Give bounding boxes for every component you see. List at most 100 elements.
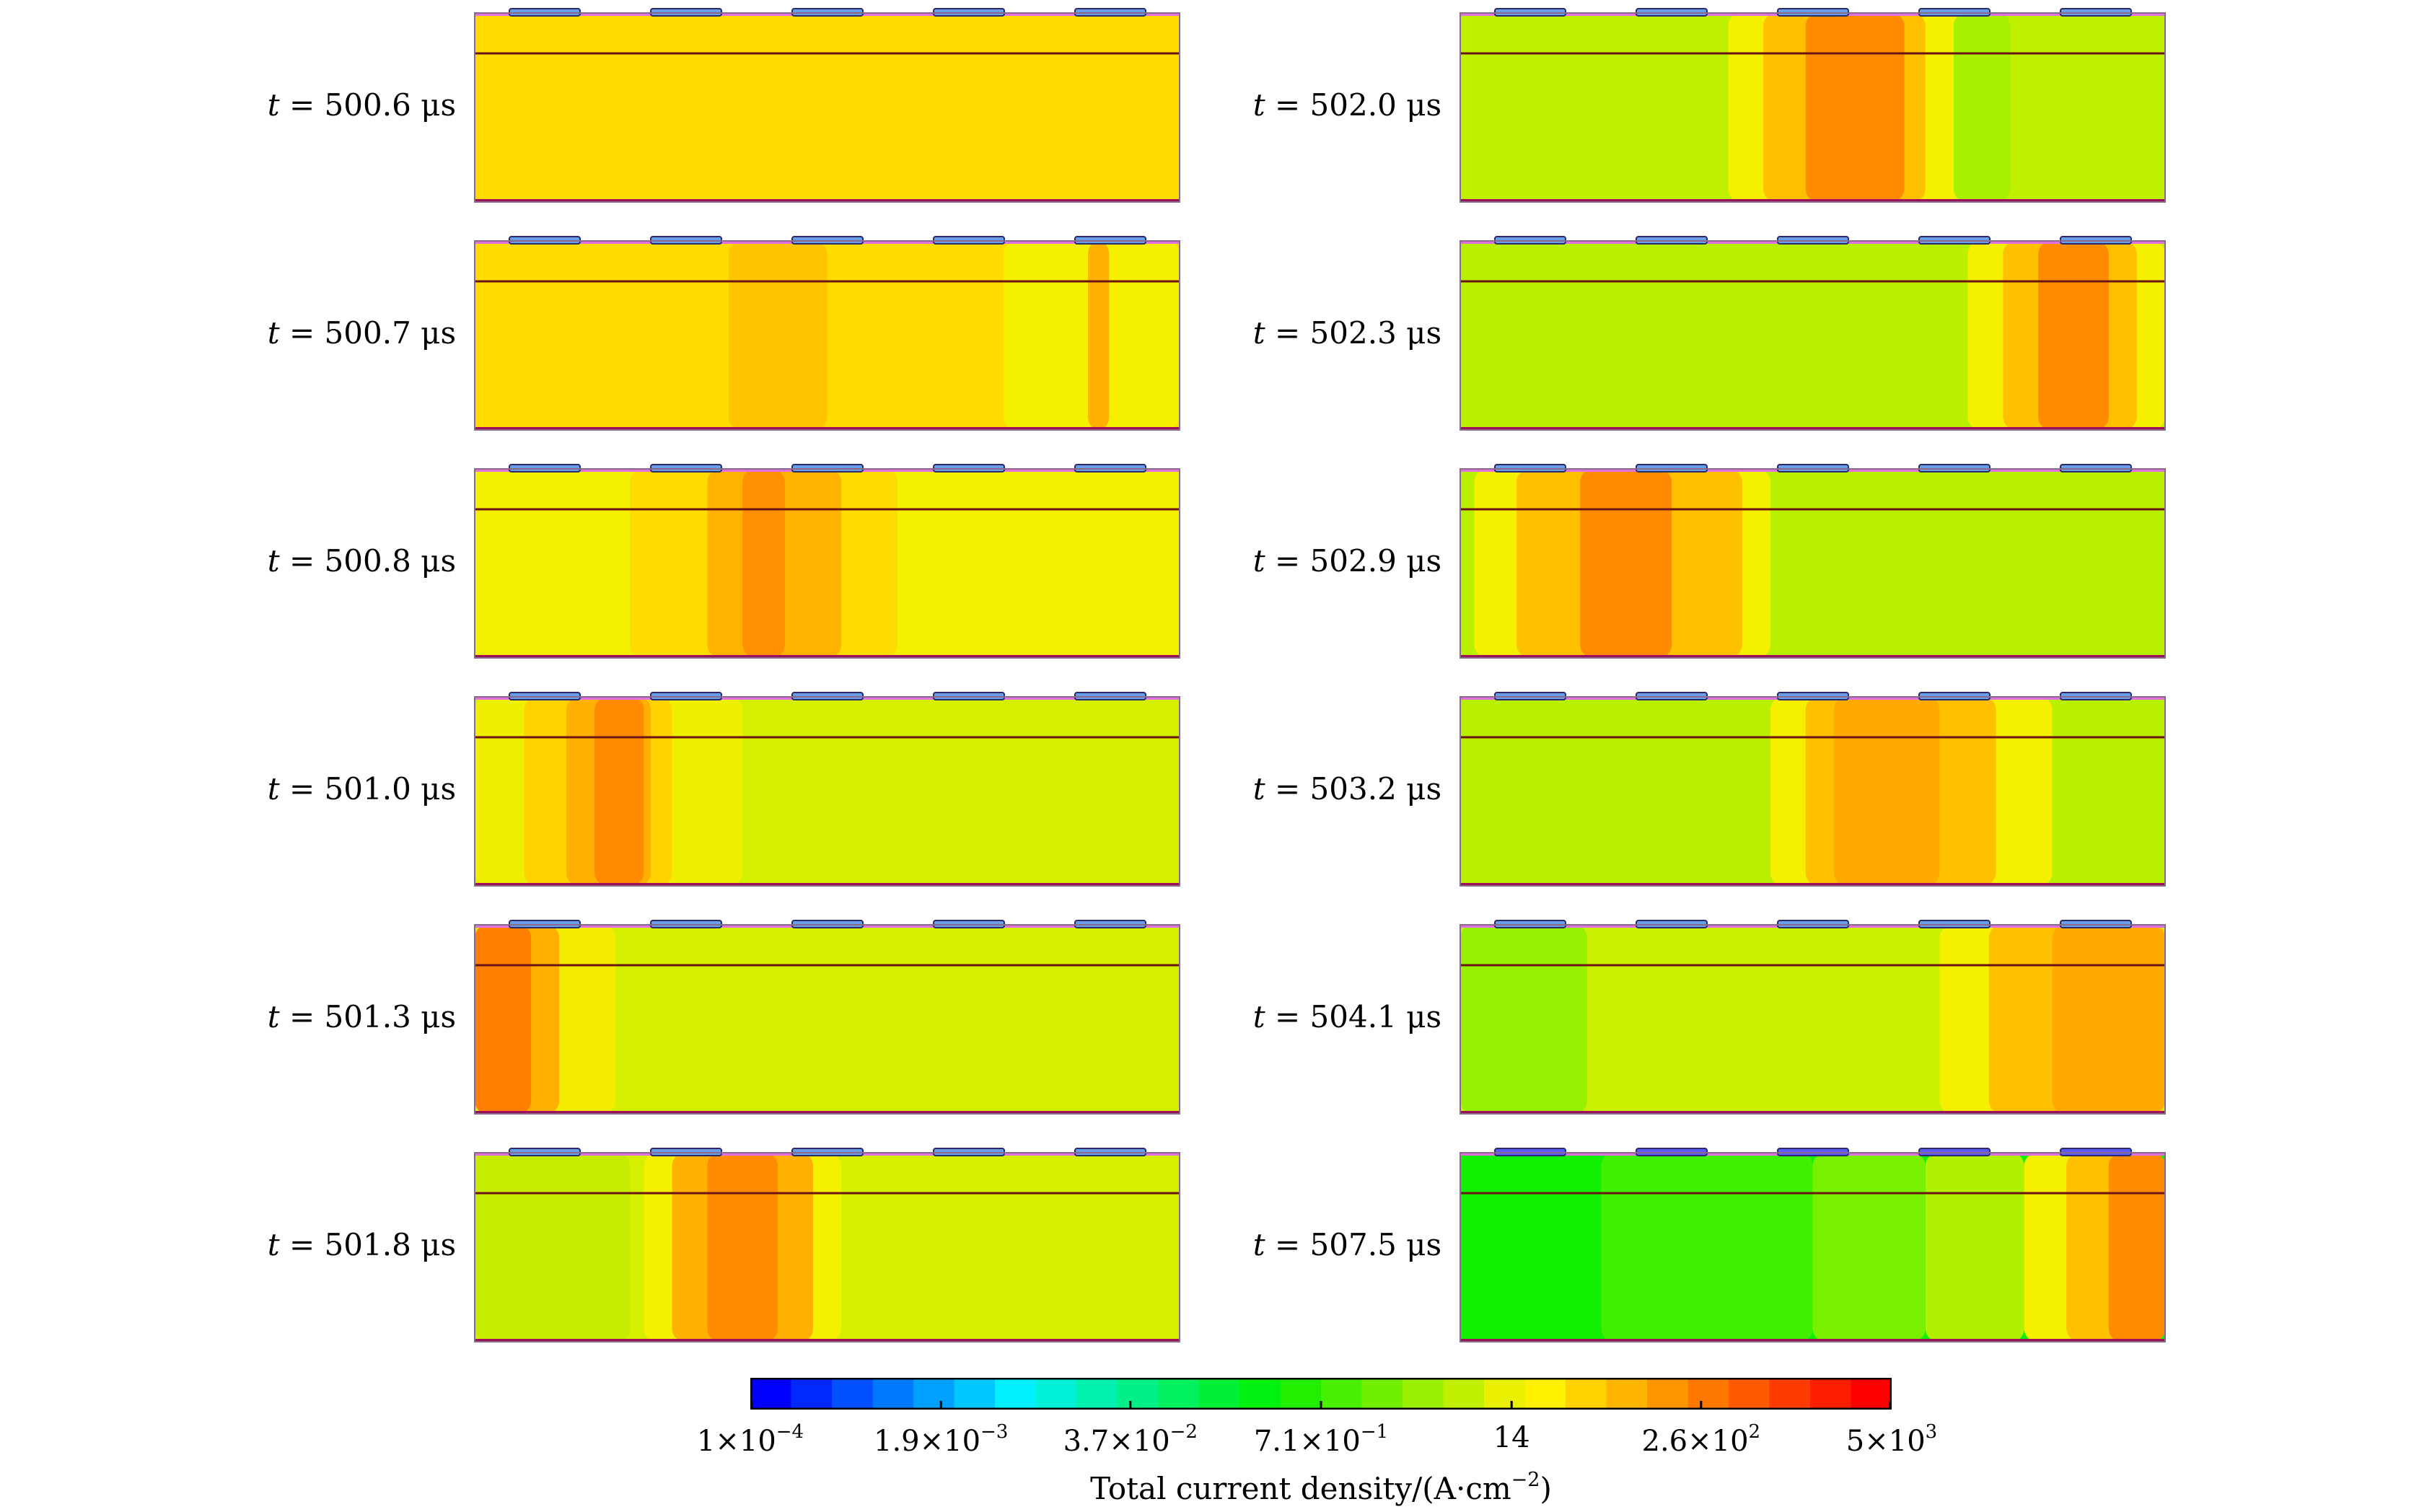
density-band	[742, 469, 785, 658]
panel-frame	[474, 696, 1180, 887]
density-band	[1460, 925, 1587, 1114]
colorbar-tick-label: 7.1×10−1	[1253, 1421, 1389, 1458]
current-density-panel	[1460, 8, 2166, 203]
panel-frame	[1460, 1152, 2166, 1342]
panel-frame	[474, 1152, 1180, 1342]
current-density-panel	[1460, 920, 2166, 1115]
colorbar-step	[1484, 1378, 1526, 1410]
colorbar-step	[832, 1378, 874, 1410]
panel-time-value: 503.2	[1309, 771, 1397, 806]
bottom-contact	[475, 427, 1180, 431]
colorbar-step	[1810, 1378, 1852, 1410]
panel-frame	[474, 12, 1180, 203]
density-band	[1833, 697, 1940, 886]
colorbar-step	[1198, 1378, 1240, 1410]
colorbar-step	[1035, 1378, 1077, 1410]
density-band	[2108, 1153, 2165, 1342]
density-band	[728, 241, 828, 430]
panel-time-value: 501.3	[324, 999, 411, 1034]
bottom-contact	[475, 655, 1180, 659]
panel-frame	[474, 240, 1180, 431]
panel-time-label: t = 502.3 μs	[1252, 315, 1441, 351]
colorbar-step	[1443, 1378, 1485, 1410]
density-band	[475, 925, 532, 1114]
panel-time-value: 502.0	[1309, 87, 1397, 123]
bottom-contact	[475, 883, 1180, 887]
bottom-contact	[1460, 1111, 2165, 1115]
bottom-contact	[1460, 199, 2165, 203]
colorbar-tick-label: 5×103	[1845, 1421, 1938, 1458]
colorbar-step	[1647, 1378, 1689, 1410]
panel-frame	[1460, 240, 2166, 431]
colorbar-step	[1606, 1378, 1648, 1410]
panel-time-label: t = 501.8 μs	[267, 1227, 456, 1262]
panel-time-label: t = 501.3 μs	[267, 999, 456, 1034]
panel-frame	[1460, 12, 2166, 203]
colorbar-title: Total current density/(A·cm−2)	[1090, 1469, 1552, 1506]
colorbar-step	[1687, 1378, 1729, 1410]
colorbar-step	[1729, 1378, 1770, 1410]
density-band	[1812, 1153, 1926, 1342]
panel-background	[475, 13, 1180, 202]
current-density-panel	[1460, 464, 2166, 659]
colorbar-step	[1566, 1378, 1607, 1410]
density-band	[1580, 469, 1672, 658]
current-density-panel	[474, 8, 1180, 203]
panel-time-label: t = 502.9 μs	[1252, 543, 1441, 579]
colorbar-tick-label: 3.7×10−2	[1063, 1421, 1198, 1458]
panel-time-value: 502.9	[1309, 543, 1397, 579]
colorbar-step	[1239, 1378, 1281, 1410]
panel-time-value: 502.3	[1309, 315, 1397, 351]
panel-time-label: t = 500.6 μs	[267, 87, 456, 123]
colorbar-step	[1076, 1378, 1118, 1410]
density-band	[2038, 241, 2109, 430]
current-density-panel	[474, 464, 1180, 659]
panel-time-label: t = 504.1 μs	[1252, 999, 1441, 1034]
colorbar-tick-label: 1×10−4	[696, 1421, 804, 1458]
bottom-contact	[475, 1339, 1180, 1342]
panel-time-value: 501.0	[324, 771, 411, 806]
density-band	[2052, 925, 2165, 1114]
colorbar-step	[750, 1378, 792, 1410]
panel-time-value: 500.6	[324, 87, 411, 123]
colorbar-step	[1524, 1378, 1566, 1410]
colorbar-step	[1851, 1378, 1892, 1410]
panel-time-value: 500.7	[324, 315, 411, 351]
panel-time-label: t = 502.0 μs	[1252, 87, 1441, 123]
colorbar-step	[1769, 1378, 1811, 1410]
bottom-contact	[475, 1111, 1180, 1115]
colorbar-step	[1280, 1378, 1322, 1410]
density-band	[1601, 1153, 1813, 1342]
colorbar-step	[1117, 1378, 1159, 1410]
bottom-contact	[1460, 1339, 2165, 1342]
colorbar-step	[1361, 1378, 1403, 1410]
panel-time-value: 501.8	[324, 1227, 411, 1262]
bottom-contact	[1460, 427, 2165, 431]
panel-frame	[1460, 924, 2166, 1115]
panel-frame	[1460, 468, 2166, 659]
density-band	[1805, 13, 1905, 202]
colorbar-title-close: )	[1540, 1471, 1552, 1506]
current-density-panel	[474, 1148, 1180, 1342]
panel-time-value: 504.1	[1309, 999, 1397, 1034]
density-band	[594, 697, 644, 886]
colorbar-step	[1321, 1378, 1363, 1410]
colorbar-title-exp: −2	[1511, 1469, 1540, 1491]
panel-frame	[474, 468, 1180, 659]
panel-time-label: t = 507.5 μs	[1252, 1227, 1441, 1262]
bottom-contact	[475, 199, 1180, 203]
panel-time-label: t = 501.0 μs	[267, 771, 456, 806]
colorbar-tick-label: 14	[1493, 1421, 1530, 1454]
colorbar	[750, 1377, 1892, 1410]
panel-time-label: t = 503.2 μs	[1252, 771, 1441, 806]
density-band	[1087, 241, 1110, 430]
panel-time-label: t = 500.8 μs	[267, 543, 456, 579]
current-density-panel	[474, 920, 1180, 1115]
density-band	[475, 1153, 630, 1342]
colorbar-step	[1403, 1378, 1444, 1410]
panel-frame	[1460, 696, 2166, 887]
colorbar-step	[791, 1378, 833, 1410]
colorbar-step	[913, 1378, 955, 1410]
colorbar-step	[1158, 1378, 1200, 1410]
density-band	[707, 1153, 778, 1342]
